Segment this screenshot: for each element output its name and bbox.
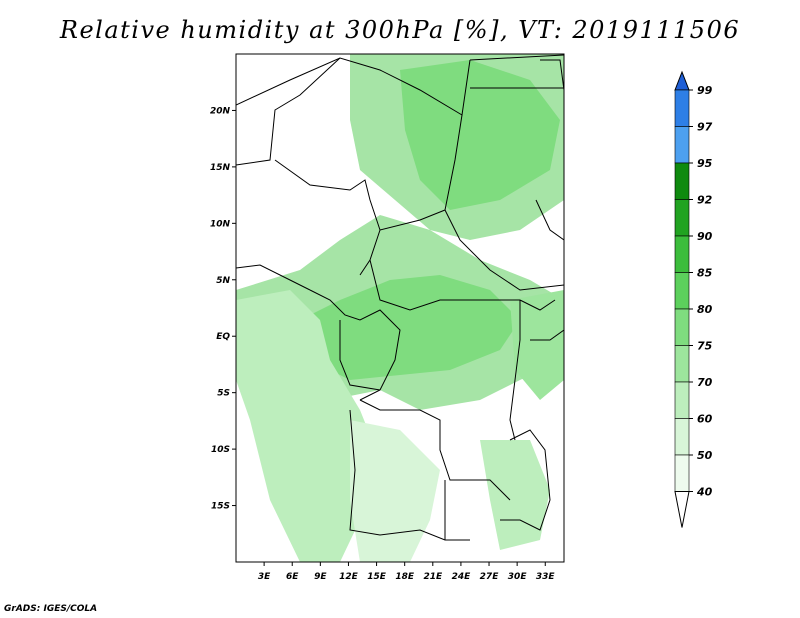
- colorbar-segment: [674, 381, 690, 419]
- humidity-band-central-core: [300, 275, 520, 380]
- colorbar-segment: [674, 89, 690, 127]
- lat-tick-label: EQ: [216, 332, 230, 342]
- lon-tick-label: 27E: [480, 572, 500, 582]
- lon-tick-label: 12E: [339, 572, 359, 582]
- lat-tick-label: 10S: [211, 445, 230, 455]
- colorbar-segment: [674, 199, 690, 237]
- colorbar-segment: [674, 272, 690, 310]
- lon-tick-label: 3E: [258, 572, 271, 582]
- colorbar-label: 60: [697, 413, 713, 426]
- grads-credit: GrADS: IGES/COLA: [4, 604, 98, 614]
- colorbar-label: 95: [697, 157, 713, 170]
- colorbar-segment: [674, 162, 690, 200]
- colorbar-label: 92: [697, 194, 713, 207]
- lon-tick-label: 33E: [536, 572, 556, 582]
- lat-tick-label: 15S: [211, 502, 230, 512]
- lon-tick-label: 30E: [508, 572, 528, 582]
- humidity-band-southeast: [480, 440, 550, 550]
- humidity-band-southwest: [350, 420, 440, 562]
- map-title: Relative humidity at 300hPa [%], VT: 201…: [59, 16, 741, 44]
- country-borders: [236, 54, 564, 541]
- colorbar-label: 99: [697, 84, 713, 97]
- colorbar-segment: [674, 454, 690, 492]
- lon-tick-label: 6E: [286, 572, 299, 582]
- lat-tick-label: 10N: [210, 219, 231, 229]
- colorbar-segment: [674, 418, 690, 456]
- lat-tick-label: 20N: [210, 106, 231, 116]
- colorbar-segment: [674, 235, 690, 273]
- longitude-axis: 3E 6E 9E 12E 15E 18E 21E 24E 27E 30E 33E: [258, 562, 556, 582]
- colorbar-label: 97: [697, 121, 713, 134]
- colorbar-label: 50: [697, 449, 713, 462]
- colorbar-segment: [674, 308, 690, 346]
- colorbar-label: 85: [697, 267, 713, 280]
- humidity-band-north-core: [400, 60, 560, 210]
- lon-tick-label: 24E: [452, 572, 472, 582]
- lon-tick-label: 21E: [423, 572, 443, 582]
- colorbar-segment: [674, 126, 690, 164]
- colorbar-label: 75: [697, 340, 713, 353]
- colorbar-label: 80: [697, 303, 713, 316]
- humidity-band-east: [510, 290, 564, 400]
- humidity-field: [236, 54, 564, 562]
- lon-tick-label: 9E: [314, 572, 327, 582]
- humidity-band-west: [236, 290, 380, 562]
- map-frame: [235, 53, 565, 563]
- colorbar-label: 90: [697, 230, 713, 243]
- colorbar: 99 97 95 92 90 85 80 75 70 60 50 40: [674, 70, 713, 528]
- colorbar-label: 40: [696, 486, 713, 499]
- latitude-axis: 20N 15N 10N 5N EQ 5S 10S 15S: [210, 106, 236, 512]
- colorbar-top-arrow: [674, 70, 690, 91]
- lat-tick-label: 5N: [216, 276, 230, 286]
- lat-tick-label: 5S: [217, 389, 230, 399]
- lon-tick-label: 18E: [395, 572, 415, 582]
- colorbar-label: 70: [697, 376, 713, 389]
- lon-tick-label: 15E: [367, 572, 387, 582]
- colorbar-segment: [674, 345, 690, 383]
- lat-tick-label: 15N: [210, 163, 231, 173]
- colorbar-bottom-arrow: [674, 491, 690, 528]
